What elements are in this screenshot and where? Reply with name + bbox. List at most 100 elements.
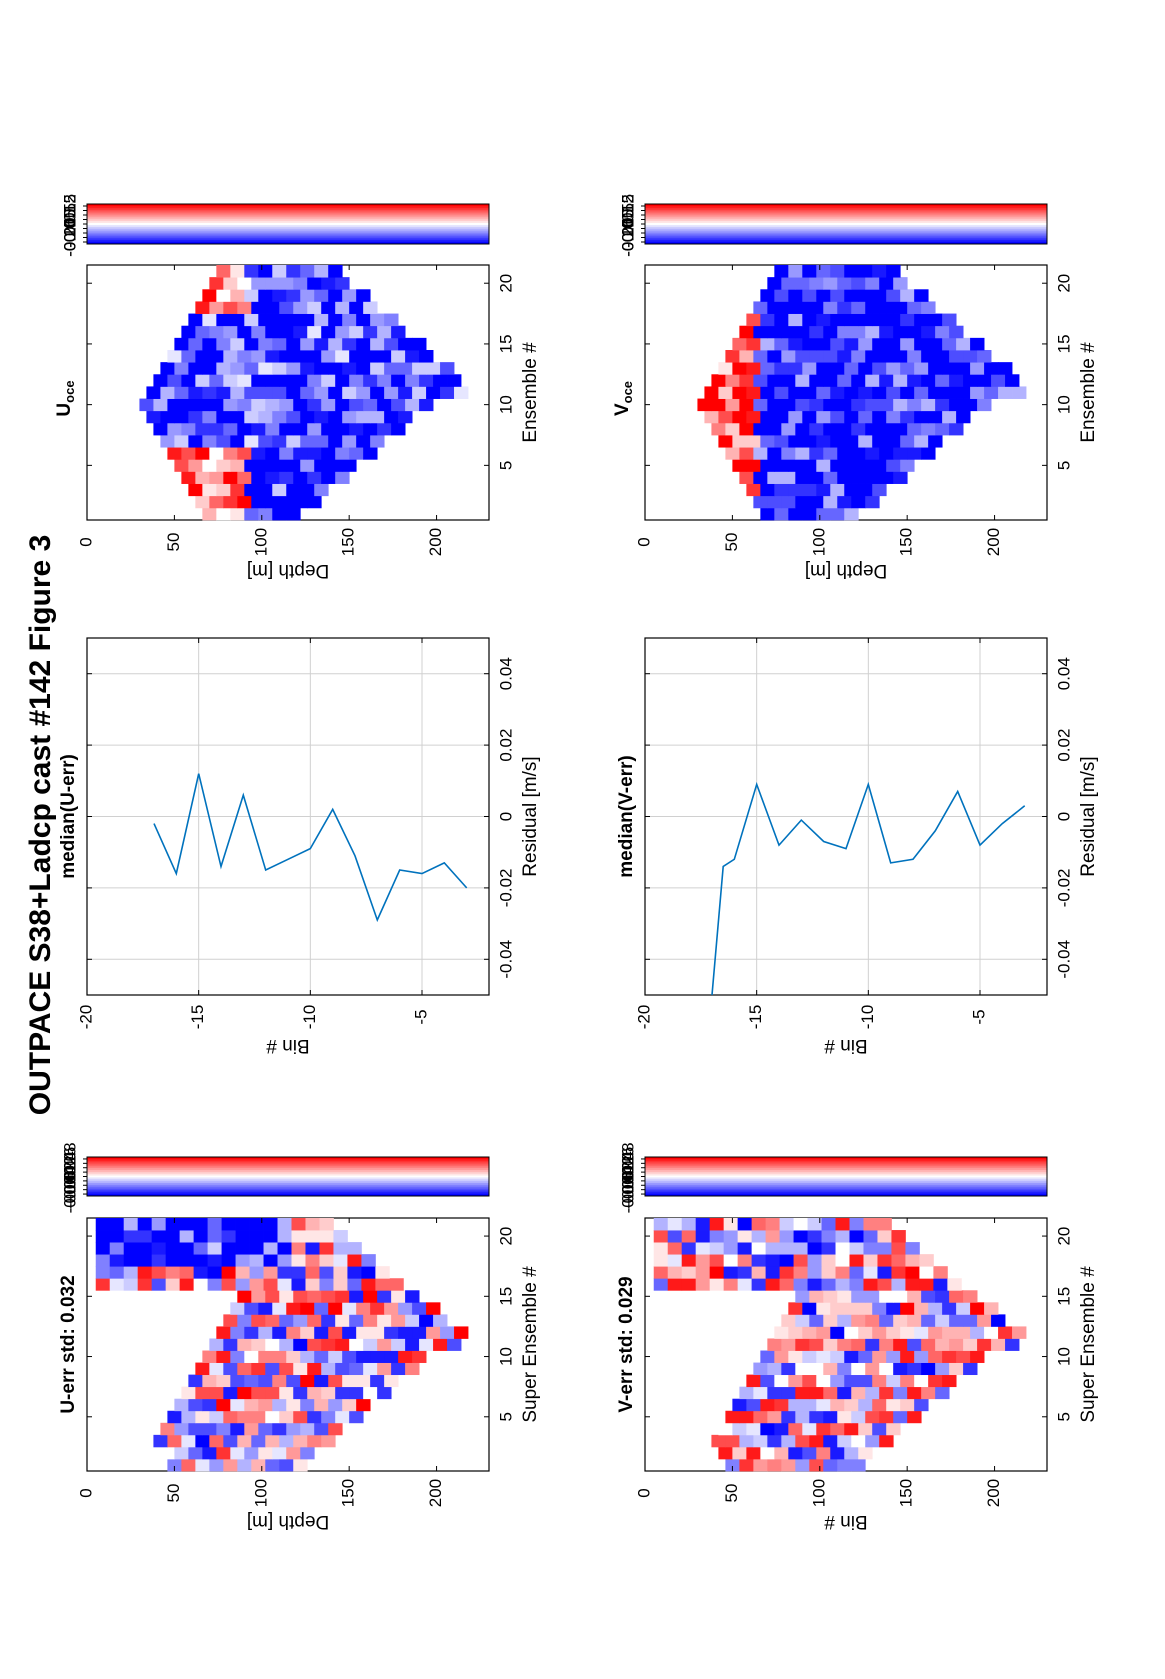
u_oce-cell (279, 447, 294, 460)
u_err-cell (193, 1242, 208, 1255)
u_oce-cell (293, 301, 308, 314)
v_err-cell (984, 1326, 999, 1339)
v_err-cell (900, 1398, 915, 1412)
v_err-cell (807, 1218, 822, 1231)
u_oce-cell (272, 435, 287, 448)
v_err-cell (928, 1302, 943, 1315)
v_err-cell (907, 1362, 922, 1376)
u_err-cell (356, 1302, 371, 1315)
v_err-cell (914, 1302, 929, 1315)
u_oce-cell (370, 410, 385, 424)
u_err-xlabel: Super Ensemble # (520, 1266, 541, 1423)
u_err-cell (265, 1362, 280, 1376)
v_med-grid (644, 638, 1047, 995)
v_oce-cell (774, 459, 789, 472)
u_err-cell (237, 1434, 252, 1448)
v_oce-cell (963, 398, 978, 412)
u_err-xtick-label: 5 (496, 1412, 515, 1421)
u_oce-cell (321, 350, 336, 363)
u_err-cell (300, 1446, 315, 1460)
v_err-cell (900, 1374, 915, 1388)
u_err-cell (137, 1254, 153, 1267)
u_err-cell (216, 1446, 231, 1460)
v_err-cell (807, 1266, 822, 1279)
colorbar-err-upper-swatch (87, 1170, 489, 1173)
u_oce-cell (265, 398, 280, 412)
u_err-cell (137, 1230, 153, 1243)
u_oce-cell (195, 398, 210, 412)
u_oce-xlabel: Ensemble # (520, 342, 541, 443)
colorbar-err-upper-swatch (87, 1188, 489, 1191)
u_oce-cell (244, 362, 259, 375)
u_med-xlabel: Residual [m/s] (520, 756, 541, 876)
u_err-cell (314, 1422, 329, 1436)
u_oce-cell (356, 410, 371, 424)
u_oce-cell (237, 325, 252, 339)
u_med-ytick-label: -10 (300, 1005, 319, 1030)
v_err-cell (935, 1290, 950, 1303)
v_err-cell (933, 1266, 948, 1279)
v_err-cell (893, 1314, 908, 1327)
v_err-cell (851, 1386, 866, 1400)
u_err-cell (291, 1242, 306, 1255)
u_err-cell (179, 1218, 195, 1231)
v_oce-cell (970, 386, 985, 399)
v_oce-cell (830, 435, 845, 448)
u_oce-cell (188, 313, 203, 327)
u_err-cell (221, 1230, 236, 1243)
u_oce-cell (384, 313, 399, 327)
v_oce-cell (858, 337, 873, 351)
v_err-cell (823, 1458, 838, 1472)
u_oce-cell (223, 277, 238, 290)
u_err-cell (363, 1362, 378, 1376)
u_oce-cell (237, 277, 252, 290)
u_err-cell (370, 1326, 385, 1339)
u_oce-cell (370, 313, 385, 327)
u_oce-cell (230, 313, 245, 327)
u_oce-cell (188, 386, 203, 399)
v_oce-cell (823, 398, 838, 412)
u_err-cell (235, 1218, 250, 1231)
v_err-cell (919, 1278, 934, 1291)
u_err-cell (335, 1410, 350, 1424)
v_oce-cell (865, 374, 880, 387)
v_err-cell (653, 1266, 669, 1279)
u_oce-cell (251, 301, 266, 314)
colorbar-oce-lower: 0.20.150.10.050-0.05-0.1-0.15-0.2 (618, 194, 1048, 257)
u_err-cell (137, 1278, 153, 1291)
u_err-cell (419, 1338, 434, 1351)
v_err-cell (667, 1254, 683, 1267)
u_err-cell (277, 1218, 292, 1231)
u_oce-cell (286, 313, 301, 327)
v_oce-cell (781, 325, 796, 339)
v_oce-cell (753, 374, 768, 387)
u_err-cell (244, 1422, 259, 1436)
colorbar-err-upper-swatch (87, 1175, 489, 1178)
v_err-cell (821, 1230, 836, 1243)
v_err-cell (956, 1326, 971, 1339)
v_err-cell (858, 1374, 873, 1388)
v_err-cell (865, 1290, 880, 1303)
v_oce-cell (858, 265, 873, 278)
v_err-cell (774, 1398, 789, 1412)
v_oce-cell (907, 301, 922, 314)
u_oce-cell (244, 507, 259, 521)
u_oce-cell (167, 374, 182, 387)
u_err-cell (412, 1326, 427, 1339)
u_err-cell (251, 1386, 266, 1400)
u_err-cell (291, 1230, 306, 1243)
u_oce-cell (258, 386, 273, 399)
v_oce-cell (865, 495, 880, 509)
u_err-cell (321, 1386, 336, 1400)
u_err-cell (202, 1374, 217, 1388)
v_oce-cell (886, 313, 901, 327)
v_err-cell (653, 1254, 669, 1267)
colorbar-err-upper-swatch (87, 1177, 489, 1180)
v_err-cell (970, 1326, 985, 1339)
v_oce-cell (949, 350, 964, 363)
u_oce-cell (335, 398, 350, 412)
v_err-cell (863, 1254, 878, 1267)
u_oce-cell (272, 362, 287, 375)
v_err-cell (863, 1242, 878, 1255)
u_err-cell (174, 1398, 189, 1412)
